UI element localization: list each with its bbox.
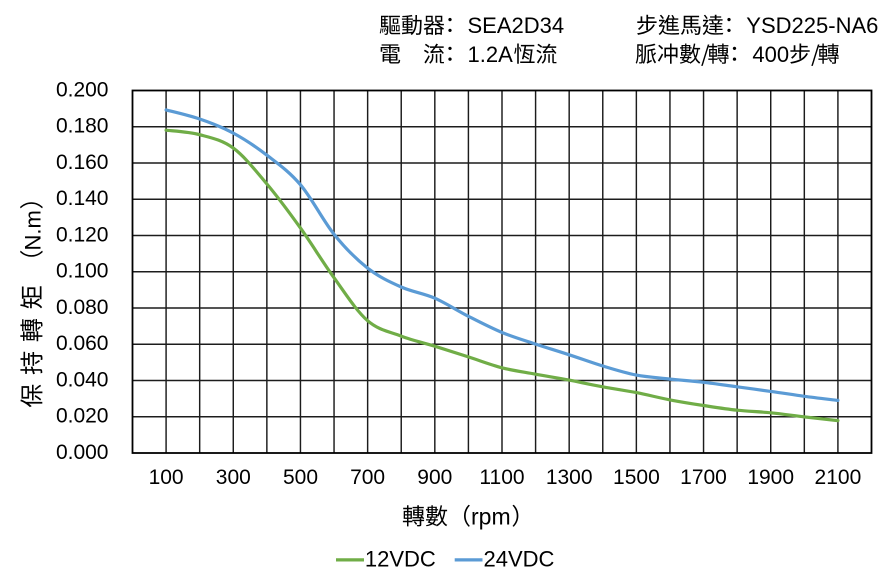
svg-text:24VDC: 24VDC (484, 547, 555, 572)
svg-text:0.060: 0.060 (56, 332, 109, 355)
svg-text:rpm: rpm (471, 504, 511, 530)
svg-text:N.m: N.m (21, 210, 46, 250)
svg-text:2100: 2100 (815, 466, 862, 489)
svg-text:1500: 1500 (613, 466, 660, 489)
svg-text:300: 300 (216, 466, 251, 489)
svg-text:0.200: 0.200 (56, 78, 109, 101)
svg-text:0.100: 0.100 (56, 260, 109, 283)
svg-text:900: 900 (417, 466, 452, 489)
svg-text:500: 500 (283, 466, 318, 489)
svg-text:0.040: 0.040 (56, 368, 109, 391)
svg-text:YSD225-NA6: YSD225-NA6 (746, 13, 878, 38)
svg-text:0.000: 0.000 (56, 441, 109, 464)
svg-text:1100: 1100 (479, 466, 524, 489)
svg-text:1900: 1900 (747, 466, 794, 489)
svg-text:0.020: 0.020 (56, 405, 109, 428)
svg-text:1700: 1700 (680, 466, 727, 489)
svg-text:100: 100 (149, 466, 184, 489)
svg-text:SEA2D34: SEA2D34 (468, 13, 565, 38)
svg-text:0.140: 0.140 (56, 187, 109, 210)
svg-text:400: 400 (752, 42, 789, 67)
svg-text:0.160: 0.160 (56, 151, 109, 174)
svg-text:700: 700 (350, 466, 385, 489)
svg-text:12VDC: 12VDC (365, 547, 436, 572)
svg-text:1.2A: 1.2A (468, 42, 514, 67)
svg-text:0.120: 0.120 (56, 223, 109, 246)
svg-text:1300: 1300 (546, 466, 593, 489)
svg-text:0.080: 0.080 (56, 296, 109, 319)
svg-text:0.180: 0.180 (56, 115, 109, 138)
